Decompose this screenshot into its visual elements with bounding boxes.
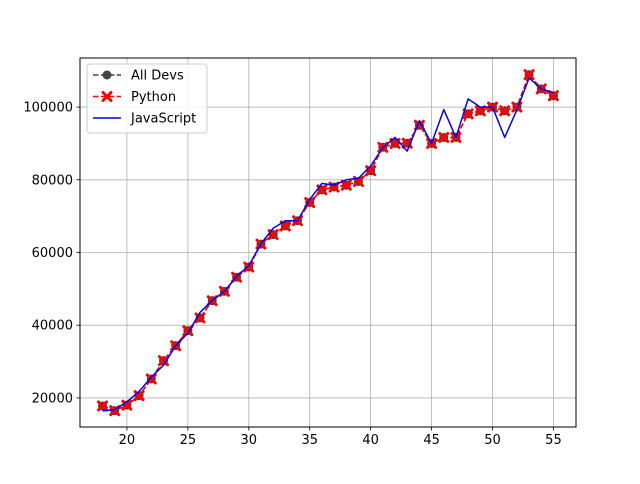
legend-all-devs-label: All Devs <box>131 69 184 84</box>
x-tick-label: 35 <box>301 433 318 448</box>
series-group <box>97 69 559 417</box>
legend-python-marker <box>101 91 113 102</box>
python-point <box>243 261 255 273</box>
grid <box>80 58 576 427</box>
x-tick-label: 25 <box>180 433 197 448</box>
python-point <box>97 400 109 412</box>
javascript-series <box>102 77 554 412</box>
x-tick-label: 30 <box>241 433 258 448</box>
javascript-line <box>102 77 554 412</box>
python-point <box>340 179 352 191</box>
x-tick-label: 20 <box>119 433 136 448</box>
python-point <box>157 355 169 367</box>
python-point <box>523 69 535 81</box>
x-tick-label: 50 <box>484 433 501 448</box>
python-point <box>145 373 157 385</box>
x-tick-label: 40 <box>362 433 379 448</box>
plot-frame <box>79 57 577 428</box>
python-point <box>499 105 511 117</box>
legend: All Devs Python JavaScript <box>86 63 208 134</box>
legend-python-label: Python <box>131 90 176 105</box>
y-tick-label: 40000 <box>32 319 73 334</box>
python-point <box>121 399 133 411</box>
python-point <box>438 131 450 143</box>
y-tick-label: 80000 <box>32 173 73 188</box>
legend-javascript-label: JavaScript <box>130 112 196 127</box>
y-tick-label: 100000 <box>23 101 73 116</box>
axes: 20 25 30 35 40 45 50 55 20000 40000 60000 80000 1000… <box>23 101 561 448</box>
legend-all-devs-marker <box>102 70 112 80</box>
python-point <box>547 90 559 102</box>
python-point <box>474 105 486 117</box>
python-point <box>194 312 206 324</box>
legend-box <box>86 63 208 134</box>
python-point <box>462 108 474 120</box>
x-tick-label: 45 <box>423 433 440 448</box>
y-tick-label: 60000 <box>32 246 73 261</box>
x-tick-label: 55 <box>545 433 562 448</box>
y-tick-label: 20000 <box>32 391 73 406</box>
